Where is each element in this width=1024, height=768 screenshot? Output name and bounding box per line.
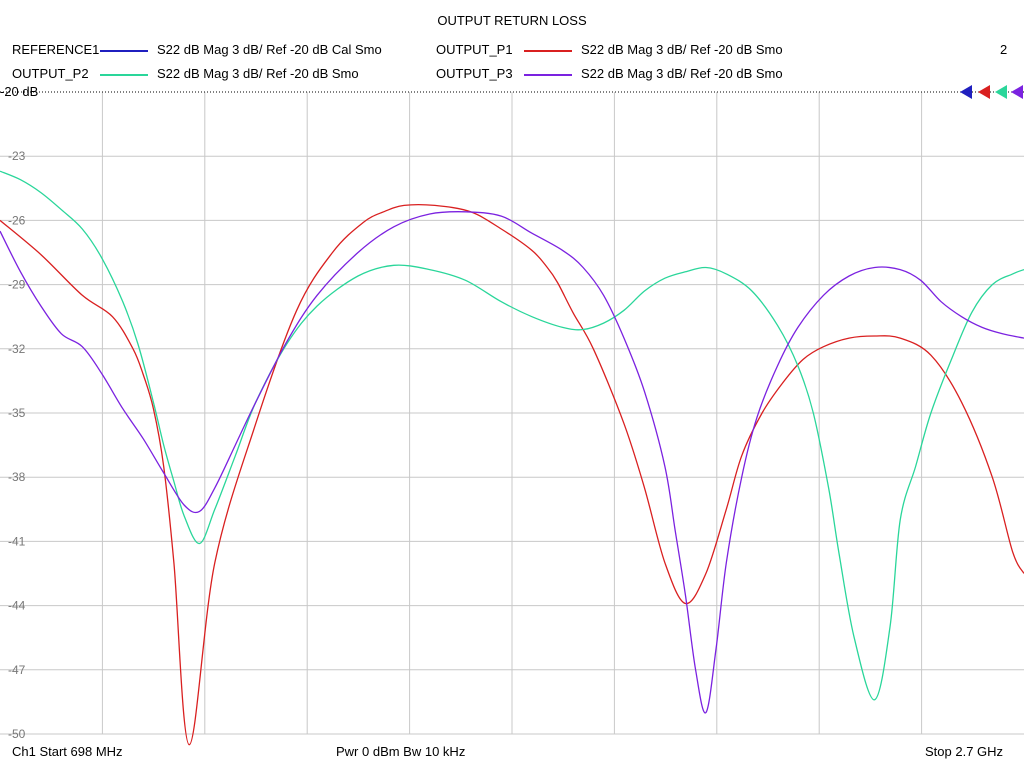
footer-power-bandwidth: Pwr 0 dBm Bw 10 kHz: [336, 744, 466, 759]
trace-output-p3: [0, 211, 1024, 714]
legend-trace-name: OUTPUT_P1: [436, 42, 513, 57]
legend-trace-name: OUTPUT_P3: [436, 66, 513, 81]
ref-marker-output-p3[interactable]: [1011, 85, 1023, 99]
ref-marker-reference1[interactable]: [960, 85, 972, 99]
marker-number: 2: [1000, 42, 1008, 57]
legend-swatch: [524, 74, 572, 76]
legend-swatch: [524, 50, 572, 52]
y-tick-label: -29: [8, 278, 26, 292]
legend-swatch: [100, 50, 148, 52]
legend-swatch: [100, 74, 148, 76]
trace-output-p2: [0, 170, 1024, 701]
y-tick-label: -38: [8, 470, 26, 484]
legend-trace-name: REFERENCE1: [12, 42, 100, 57]
traces: [0, 170, 1024, 746]
legend-trace-name: OUTPUT_P2: [12, 66, 89, 81]
y-tick-label: -47: [8, 663, 26, 677]
footer-stop: Stop 2.7 GHz: [925, 744, 1004, 759]
ref-marker-output-p2[interactable]: [995, 85, 1007, 99]
y-tick-label: -44: [8, 599, 26, 613]
grid: [0, 92, 1024, 735]
legend-trace-desc: S22 dB Mag 3 dB/ Ref -20 dB Smo: [581, 66, 783, 81]
y-tick-label: -35: [8, 406, 26, 420]
ref-marker-output-p1[interactable]: [978, 85, 990, 99]
y-tick-label: -50: [8, 727, 26, 741]
trace-output-p1: [0, 204, 1024, 746]
legend-trace-desc: S22 dB Mag 3 dB/ Ref -20 dB Smo: [581, 42, 783, 57]
y-tick-label: -32: [8, 342, 26, 356]
y-tick-labels: -23 -26 -29 -32 -35 -38 -41 -44 -47 -50: [8, 149, 26, 741]
footer-start: Ch1 Start 698 MHz: [12, 744, 123, 759]
legend-trace-desc: S22 dB Mag 3 dB/ Ref -20 dB Cal Smo: [157, 42, 382, 57]
y-tick-label: -41: [8, 534, 26, 548]
y-tick-label: -26: [8, 213, 26, 227]
legend-trace-desc: S22 dB Mag 3 dB/ Ref -20 dB Smo: [157, 66, 359, 81]
chart-title: OUTPUT RETURN LOSS: [437, 13, 587, 28]
reference-markers[interactable]: [960, 85, 1023, 99]
ref-level-label: -20 dB: [0, 84, 38, 99]
y-tick-label: -23: [8, 149, 26, 163]
